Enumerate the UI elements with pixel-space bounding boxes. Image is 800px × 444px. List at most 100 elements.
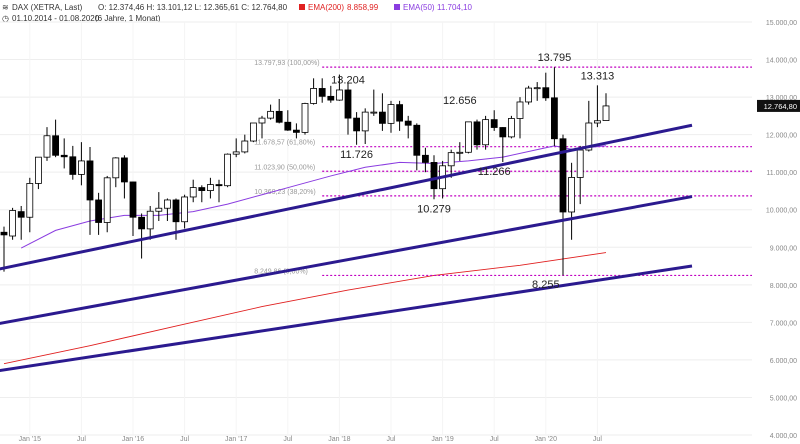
candle-body bbox=[189, 187, 197, 198]
y-tick-label: 9.000,00 bbox=[770, 245, 797, 252]
candle-body bbox=[353, 117, 361, 132]
y-tick-label: 14.000,00 bbox=[766, 58, 797, 65]
candle-body bbox=[499, 127, 507, 138]
candle bbox=[69, 145, 77, 180]
candle-body bbox=[551, 97, 558, 140]
last-price-box bbox=[757, 99, 800, 112]
candle-body bbox=[198, 187, 206, 191]
candle bbox=[189, 179, 197, 203]
period-label: (6 Jahre, 1 Monat) bbox=[95, 14, 161, 23]
candle bbox=[146, 205, 154, 240]
fib-level-label: 13.797,93 (100,00%) bbox=[254, 60, 319, 67]
candle bbox=[525, 85, 532, 105]
candle-body bbox=[370, 111, 378, 114]
y-tick-label: 13.000,00 bbox=[766, 95, 797, 102]
candle-body bbox=[361, 111, 369, 132]
candle bbox=[198, 185, 206, 203]
candle bbox=[267, 104, 275, 120]
candle bbox=[52, 119, 59, 158]
candle-body bbox=[69, 156, 77, 175]
ema200-line bbox=[3, 252, 607, 365]
candle-body bbox=[602, 105, 610, 121]
candle-body bbox=[516, 101, 524, 119]
price-annotation: 11.726 bbox=[340, 149, 373, 161]
candle bbox=[301, 102, 309, 135]
candle-body bbox=[0, 231, 8, 236]
candle-body bbox=[327, 95, 335, 101]
candle-body bbox=[43, 135, 51, 158]
candle-body bbox=[155, 207, 163, 212]
candle bbox=[155, 192, 163, 221]
candle-body bbox=[146, 210, 154, 230]
candle-body bbox=[78, 160, 85, 175]
candle bbox=[602, 93, 610, 121]
candles bbox=[0, 67, 610, 276]
x-tick-label: Jan '20 bbox=[535, 436, 557, 443]
last-price-label: 12.764,80 bbox=[764, 102, 797, 111]
candle bbox=[353, 112, 361, 145]
candle-body bbox=[9, 210, 17, 237]
candle-body bbox=[559, 138, 567, 213]
candle-body bbox=[533, 87, 541, 90]
candle-body bbox=[103, 177, 111, 223]
price-annotation: 13.795 bbox=[538, 52, 572, 64]
y-tick-label: 15.000,00 bbox=[766, 20, 797, 27]
candle bbox=[284, 110, 292, 131]
candle bbox=[490, 110, 498, 131]
candle bbox=[275, 98, 283, 124]
candle bbox=[43, 127, 51, 161]
candle-body bbox=[215, 184, 223, 187]
candle bbox=[163, 198, 171, 221]
ema200-series bbox=[3, 252, 607, 365]
ema50-legend-swatch bbox=[394, 4, 400, 10]
candle bbox=[95, 192, 102, 235]
y-tick-label: 7.000,00 bbox=[770, 320, 797, 327]
candle-body bbox=[249, 122, 257, 142]
price-annotation: 10.279 bbox=[417, 203, 451, 215]
x-tick-label: Jan '16 bbox=[122, 436, 144, 443]
ema50-series bbox=[20, 145, 607, 249]
candle-body bbox=[421, 154, 429, 163]
candle bbox=[327, 85, 335, 103]
x-axis: Jan '15 Jul Jan '16 Jul Jan '17 Jul Jan '18 Jul… bbox=[19, 436, 603, 443]
candle bbox=[507, 115, 515, 139]
candle bbox=[594, 85, 601, 128]
candle bbox=[112, 157, 120, 188]
candle-body bbox=[86, 160, 94, 201]
candle bbox=[138, 213, 146, 259]
candle-body bbox=[275, 110, 283, 123]
candle bbox=[129, 181, 137, 237]
candle-body bbox=[52, 135, 59, 156]
ema50-legend-value: 11.704,10 bbox=[437, 3, 473, 12]
candle bbox=[335, 74, 343, 101]
chart-title: DAX (XETRA, Last) bbox=[12, 3, 83, 12]
fib-level-label: 10.369,23 (38,20%) bbox=[254, 189, 316, 196]
fib-level-label: 11.023,90 (50,00%) bbox=[254, 164, 315, 171]
y-tick-label: 6.000,00 bbox=[770, 358, 797, 365]
trendline bbox=[0, 123, 693, 271]
candle bbox=[9, 207, 17, 240]
candle-body bbox=[396, 104, 404, 122]
candle-body bbox=[464, 121, 472, 153]
candle-body bbox=[344, 89, 352, 119]
price-annotation: 13.313 bbox=[581, 70, 615, 82]
price-annotation: 12.656 bbox=[443, 95, 477, 107]
y-axis: 4.000,00 5.000,00 6.000,00 7.000,00 8.000,00… bbox=[766, 20, 797, 440]
candle bbox=[249, 122, 257, 143]
last-price-marker: 12.764,80 bbox=[757, 99, 800, 112]
candle bbox=[103, 175, 111, 233]
x-tick-label: Jan '15 bbox=[19, 436, 41, 443]
candle-body bbox=[206, 184, 214, 191]
candle bbox=[121, 155, 128, 199]
candle bbox=[318, 78, 326, 103]
candle bbox=[310, 78, 318, 105]
price-annotation: 11.266 bbox=[478, 166, 511, 178]
x-tick-label: Jul bbox=[593, 436, 602, 443]
y-tick-label: 12.000,00 bbox=[766, 133, 797, 140]
candle-body bbox=[490, 119, 498, 128]
candle bbox=[215, 179, 223, 203]
candle-body bbox=[335, 89, 343, 101]
date-range: 01.10.2014 - 01.08.2020 bbox=[12, 14, 100, 23]
candle-body bbox=[284, 121, 292, 131]
